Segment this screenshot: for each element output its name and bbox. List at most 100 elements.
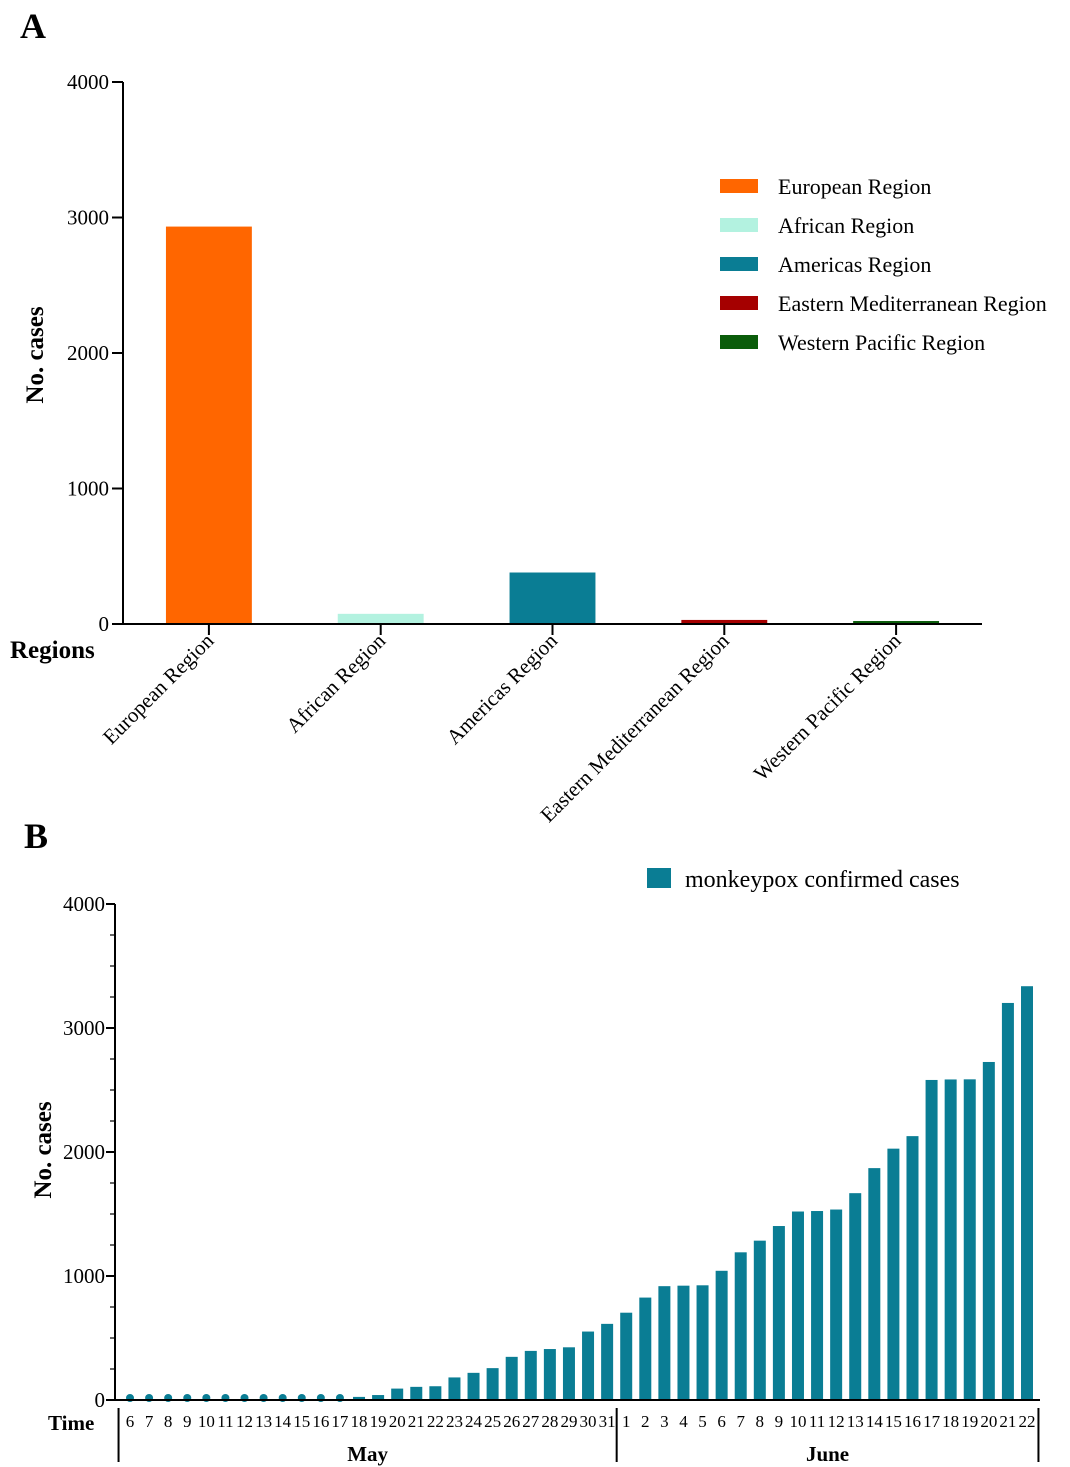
panel-b-y-tick-label: 3000	[63, 1016, 105, 1040]
panel-b-day-label: 7	[736, 1412, 745, 1431]
panel-b-bar-45	[963, 1079, 976, 1400]
panel-b-bar-15	[391, 1388, 404, 1400]
panel-b-day-label: 14	[274, 1412, 292, 1431]
panel-a-y-tick-label: 3000	[67, 206, 109, 230]
panel-b-bar-13	[353, 1396, 366, 1400]
panel-b-day-label: 21	[999, 1412, 1016, 1431]
panel-b-day-label: 8	[164, 1412, 173, 1431]
panel-a-bar-5	[853, 621, 940, 624]
panel-a-x-axis-label: Regions	[10, 637, 95, 664]
panel-b-day-label: 8	[756, 1412, 765, 1431]
panel-b-day-label: 15	[293, 1412, 310, 1431]
panel-b-day-label: 4	[679, 1412, 688, 1431]
panel-b-bar-14	[372, 1395, 385, 1400]
panel-b-bar-21	[505, 1356, 518, 1400]
panel-a-bar-2	[337, 613, 424, 624]
panel-a-y-tick-label: 0	[99, 612, 110, 636]
panel-b-day-label: 16	[904, 1412, 921, 1431]
panel-b-bar-23	[543, 1349, 556, 1400]
panel-a-legend-swatch	[720, 296, 758, 310]
panel-b-day-label: 27	[522, 1412, 540, 1431]
panel-b-day-label: 19	[961, 1412, 978, 1431]
panel-b-day-label: 16	[312, 1412, 329, 1431]
panel-b-bar-41	[887, 1148, 900, 1400]
panel-b-day-label: 23	[446, 1412, 463, 1431]
panel-b-day-label: 6	[717, 1412, 726, 1431]
panel-a-y-axis-label: No. cases	[22, 306, 49, 403]
panel-b-bar-32	[715, 1270, 728, 1400]
panel-a-legend-entry: European Region	[778, 174, 931, 199]
panel-b-day-label: 24	[465, 1412, 483, 1431]
panel-b-y-tick-label: 4000	[63, 892, 105, 916]
panel-b-day-label: 11	[217, 1412, 233, 1431]
panel-a-bars	[165, 226, 940, 625]
panel-a-legend-swatch	[720, 257, 758, 271]
panel-b-month-label: June	[806, 1442, 849, 1466]
panel-a-legend: European Region African Region Americas Re…	[720, 174, 1047, 355]
panel-b-day-label: 26	[503, 1412, 520, 1431]
panel-a-y-tick-label: 2000	[67, 341, 109, 365]
panel-b-bar-35	[772, 1226, 785, 1400]
panel-b-day-label: 14	[866, 1412, 884, 1431]
panel-b-day-label: 12	[828, 1412, 845, 1431]
panel-b-bar-43	[925, 1079, 938, 1400]
panel-b-day-label: 13	[847, 1412, 864, 1431]
panel-b-day-label: 5	[698, 1412, 707, 1431]
panel-b-bar-34	[753, 1240, 766, 1400]
panel-b-day-label: 29	[560, 1412, 577, 1431]
panel-b-bar-46	[982, 1061, 995, 1400]
panel-b-bar-47	[1001, 1002, 1014, 1400]
panel-b-day-label: 18	[942, 1412, 959, 1431]
panel-b-day-label: 7	[145, 1412, 154, 1431]
panel-b-day-label: 30	[580, 1412, 597, 1431]
panel-b-bar-44	[944, 1079, 957, 1400]
panel-b-bar-24	[562, 1347, 575, 1400]
panel-b-bars	[126, 986, 1033, 1402]
panel-a-y-tick-label: 4000	[67, 70, 109, 94]
panel-a-bar-3	[509, 572, 596, 624]
panel-b-bar-29	[658, 1286, 671, 1400]
panel-b-bar-40	[868, 1168, 881, 1400]
panel-b-day-label: 1	[622, 1412, 631, 1431]
panel-b-y-tick-label: 2000	[63, 1140, 105, 1164]
panel-a-x-tick-label: Eastern Mediterranean Region	[535, 628, 734, 827]
panel-a: A No. cases Regions 0 1000 2000 3000 4000 Eu…	[10, 6, 1047, 827]
panel-b-day-label: 19	[370, 1412, 387, 1431]
panel-b-day-label: 22	[1019, 1412, 1036, 1431]
panel-a-bar-1	[165, 226, 252, 625]
panel-a-x-tick-label: Americas Region	[442, 628, 563, 749]
panel-a-x-tick-label: European Region	[98, 628, 219, 749]
panel-b-bar-30	[677, 1285, 690, 1400]
panel-b-bar-42	[906, 1136, 919, 1400]
panel-b-day-label: 13	[255, 1412, 272, 1431]
panel-b-day-label: 22	[427, 1412, 444, 1431]
panel-b-day-label: 21	[408, 1412, 425, 1431]
panel-b-bar-19	[467, 1372, 480, 1400]
panel-b-legend-entry: monkeypox confirmed cases	[685, 867, 960, 893]
panel-a-bar-4	[681, 619, 768, 624]
panel-a-legend-swatch	[720, 335, 758, 349]
panel-b-bar-28	[639, 1297, 652, 1400]
panel-b-bar-17	[429, 1386, 442, 1400]
panel-a-legend-entry: Western Pacific Region	[778, 330, 985, 355]
panel-b-bar-25	[582, 1331, 595, 1400]
panel-b-day-label: 9	[183, 1412, 192, 1431]
panel-b-day-label: 10	[789, 1412, 806, 1431]
panel-b-day-label: 15	[885, 1412, 902, 1431]
panel-a-legend-entry: Americas Region	[778, 252, 931, 277]
panel-a-legend-entry: Eastern Mediterranean Region	[778, 291, 1047, 316]
panel-b-bar-39	[849, 1193, 862, 1400]
panel-b-day-label: 17	[923, 1412, 941, 1431]
panel-b-y-axis: 0 1000 2000 3000 4000	[63, 892, 116, 1412]
panel-b-bar-37	[811, 1211, 824, 1400]
panel-b-day-label: 10	[198, 1412, 215, 1431]
panel-b-bar-22	[524, 1350, 537, 1400]
panel-b-day-label: 17	[331, 1412, 349, 1431]
panel-b-bar-33	[734, 1252, 747, 1400]
panel-a-legend-swatch	[720, 179, 758, 193]
panel-b-y-tick-label: 0	[95, 1388, 106, 1412]
panel-b-bar-38	[830, 1209, 843, 1400]
panel-b-bar-18	[448, 1377, 461, 1400]
